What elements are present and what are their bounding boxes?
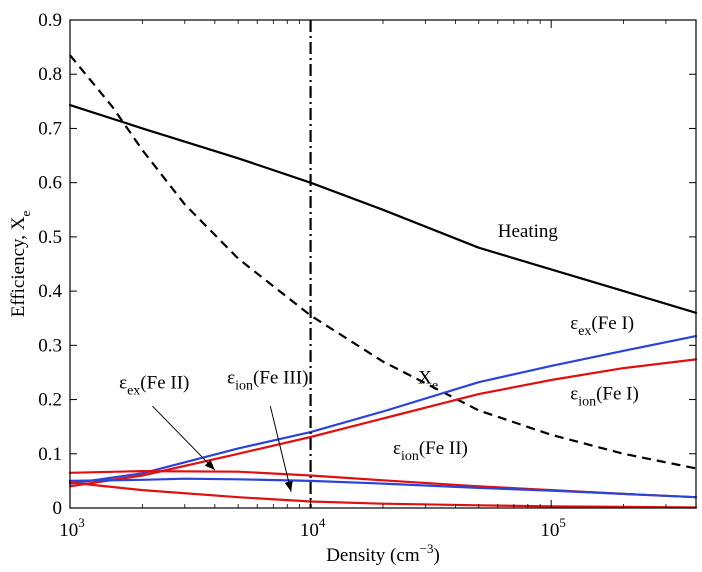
x-axis-label: Density (cm−3) bbox=[326, 541, 440, 566]
series-line-eps-ex-fe-ii bbox=[68, 477, 698, 499]
x-tick-label: 104 bbox=[300, 515, 326, 541]
y-tick-label: 0.1 bbox=[38, 444, 62, 465]
arrow-layer bbox=[152, 405, 293, 492]
x-axis-label-exponent: −3 bbox=[420, 541, 434, 556]
arrow-head-ex-fe2 bbox=[204, 459, 215, 471]
arrow-line-ion-fe3 bbox=[269, 405, 292, 492]
series-layer bbox=[68, 54, 698, 509]
annotation-layer: Heating Xe εex(Fe I) εion(Fe I) εion(Fe II) ε… bbox=[119, 221, 639, 464]
annotation-ion-fe1: εion(Fe I) bbox=[570, 384, 639, 410]
annotation-ion-fe2: εion(Fe II) bbox=[393, 438, 468, 464]
annotation-ex-fe1: εex(Fe I) bbox=[570, 313, 634, 339]
series-line-eps-ex-fe-i bbox=[68, 335, 698, 485]
y-tick-label: 0 bbox=[53, 498, 63, 519]
y-axis-label: Efficiency, Xe bbox=[8, 211, 33, 318]
annotation-heating: Heating bbox=[498, 221, 559, 242]
y-tick-label: 0.3 bbox=[38, 335, 62, 356]
y-tick-label: 0.4 bbox=[38, 281, 62, 302]
y-tick-label: 0.9 bbox=[38, 10, 62, 31]
y-tick-label: 0.6 bbox=[38, 173, 62, 194]
x-tick-label: 105 bbox=[540, 515, 566, 541]
y-tick-label: 0.7 bbox=[38, 118, 62, 139]
annotation-ion-fe3: εion(Fe III) bbox=[227, 367, 308, 393]
x-tick-label: 103 bbox=[59, 515, 85, 541]
y-tick-label: 0.5 bbox=[38, 227, 62, 248]
y-tick-label: 0.2 bbox=[38, 390, 62, 411]
annotation-xe: Xe bbox=[418, 367, 438, 393]
arrow-line-ex-fe2 bbox=[152, 405, 216, 471]
arrow-head-ion-fe3 bbox=[284, 480, 293, 492]
tick-layer: 0 0.1 0.2 0.3 0.4 0.5 0.6 0.7 0.8 0.9 103 104 105 bbox=[38, 10, 697, 541]
series-line-x-e bbox=[69, 54, 697, 470]
y-axis-label-subscript: e bbox=[18, 211, 33, 217]
y-tick-label: 0.8 bbox=[38, 64, 62, 85]
series-line-eps-ion-fe-i bbox=[68, 358, 698, 488]
plot-area bbox=[70, 20, 696, 508]
series-line-heating bbox=[68, 104, 698, 314]
annotation-ex-fe2: εex(Fe II) bbox=[119, 373, 189, 399]
series-line-eps-ion-fe-iii bbox=[68, 481, 698, 509]
